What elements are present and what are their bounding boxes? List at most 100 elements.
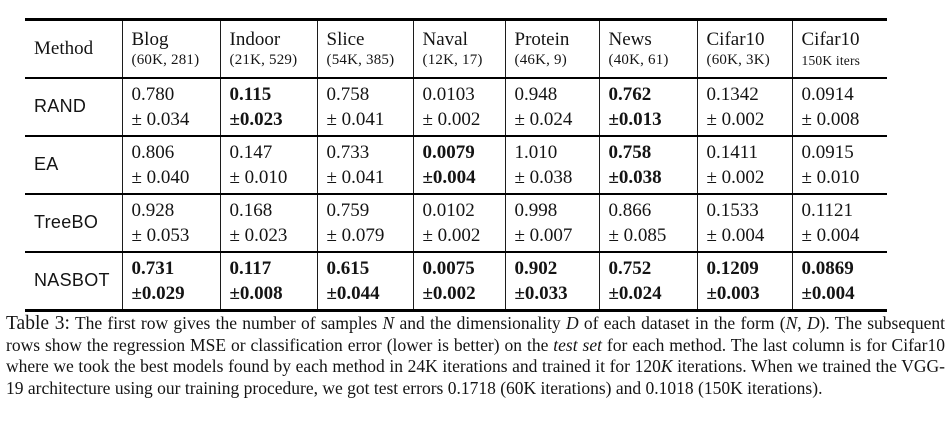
mse-value: 0.928: [131, 199, 175, 221]
std-value: ±0.013: [608, 108, 662, 130]
value-cell: 0.758 ± 0.041: [316, 77, 413, 136]
value-cell: 0.1411 ± 0.002: [696, 135, 792, 194]
caption-text: iterations. When we trained the VGG-19 a…: [6, 356, 945, 398]
std-value: ±0.004: [801, 282, 855, 304]
col-subtitle: (60K, 281): [131, 51, 200, 68]
value-cell: 0.0914 ± 0.008: [791, 77, 887, 136]
value-cell: 0.998 ± 0.007: [504, 193, 599, 252]
results-table: Method Blog (60K, 281) Indoor (21K, 529)…: [25, 18, 887, 312]
std-value: ±0.008: [229, 282, 283, 304]
value-cell: 0.1533 ± 0.004: [696, 193, 792, 252]
std-value: ±0.002: [422, 282, 476, 304]
table-row-treebo: TreeBO 0.928 ± 0.053 0.168 ± 0.023 0.759 ± …: [25, 193, 887, 252]
header-row: Method Blog (60K, 281) Indoor (21K, 529)…: [25, 19, 887, 78]
mse-value: 0.780: [131, 83, 175, 105]
value-cell: 0.168 ± 0.023: [219, 193, 317, 252]
mse-value: 0.168: [229, 199, 273, 221]
std-value: ± 0.004: [801, 224, 860, 246]
col-subtitle: (54K, 385): [326, 51, 395, 68]
value-cell: 0.759 ± 0.079: [316, 193, 413, 252]
table-row-rand: RAND 0.780 ± 0.034 0.115 ±0.023 0.758 ± 0.0…: [25, 77, 887, 136]
method-name: RAND: [34, 96, 87, 116]
value-cell: 0.0079 ±0.004: [412, 135, 505, 194]
method-name: EA: [34, 154, 59, 174]
caption-text: ). The subsequent rows show the regressi…: [6, 313, 946, 355]
mse-value: 0.758: [608, 141, 652, 163]
caption-text: for each method. The last column is for …: [6, 334, 945, 377]
std-value: ± 0.085: [608, 224, 667, 246]
col-title: Cifar10: [706, 28, 765, 50]
std-value: ± 0.023: [229, 224, 288, 246]
value-cell: 0.752 ±0.024: [598, 251, 697, 310]
std-value: ± 0.002: [706, 166, 765, 188]
mse-value: 0.998: [514, 199, 558, 221]
mse-value: 0.1209: [706, 257, 759, 279]
table-row-nasbot: NASBOT 0.731 ±0.029 0.117 ±0.008 0.615 ±0.0…: [25, 251, 887, 310]
std-value: ±0.038: [608, 166, 662, 188]
value-cell: 0.0102 ± 0.002: [412, 193, 505, 252]
table-row-ea: EA 0.806 ± 0.040 0.147 ± 0.010 0.733 ± 0.04…: [25, 135, 887, 194]
value-cell: 0.115 ±0.023: [219, 77, 317, 136]
value-cell: 0.780 ± 0.034: [121, 77, 220, 136]
value-cell: 0.1342 ± 0.002: [696, 77, 792, 136]
mse-value: 0.733: [326, 141, 370, 163]
std-value: ±0.003: [706, 282, 760, 304]
col-subtitle: (40K, 61): [608, 51, 669, 68]
std-value: ± 0.041: [326, 108, 385, 130]
std-value: ±0.029: [131, 282, 185, 304]
std-value: ± 0.007: [514, 224, 573, 246]
value-cell: 0.948 ± 0.024: [504, 77, 599, 136]
value-cell: 0.731 ±0.029: [121, 251, 220, 310]
mse-value: 0.948: [514, 83, 558, 105]
std-value: ± 0.004: [706, 224, 765, 246]
value-cell: 0.147 ± 0.010: [219, 135, 317, 194]
col-header-cifar10: Cifar10 (60K, 3K): [696, 19, 792, 78]
method-name: TreeBO: [34, 212, 99, 232]
caption-emphasis: test set: [553, 334, 602, 355]
mse-value: 1.010: [514, 141, 558, 163]
col-title: Cifar10: [801, 28, 860, 50]
mse-value: 0.0915: [801, 141, 854, 163]
mse-value: 0.762: [608, 83, 652, 105]
math-symbol-d: D: [565, 313, 579, 333]
col-title: Naval: [422, 28, 468, 50]
value-cell: 0.1121 ± 0.004: [791, 193, 887, 252]
value-cell: 0.758 ±0.038: [598, 135, 697, 194]
col-subtitle: (12K, 17): [422, 51, 483, 68]
math-symbol-n: N: [382, 313, 395, 333]
std-value: ±0.004: [422, 166, 476, 188]
mse-value: 0.759: [326, 199, 370, 221]
std-value: ±0.024: [608, 282, 662, 304]
caption-text: The first row gives the number of sample…: [69, 313, 383, 333]
std-value: ± 0.041: [326, 166, 385, 188]
col-header-blog: Blog (60K, 281): [121, 19, 220, 78]
value-cell: 0.902 ±0.033: [504, 251, 599, 310]
mse-value: 0.1411: [706, 141, 759, 163]
mse-value: 0.752: [608, 257, 652, 279]
mse-value: 0.0869: [801, 257, 854, 279]
col-header-cifar10-150k: Cifar10 150K iters: [791, 19, 887, 78]
math-symbol-n: N: [785, 313, 798, 333]
std-value: ±0.023: [229, 108, 283, 130]
value-cell: 0.733 ± 0.041: [316, 135, 413, 194]
value-cell: 0.117 ±0.008: [219, 251, 317, 310]
std-value: ± 0.053: [131, 224, 190, 246]
value-cell: 0.0869 ±0.004: [791, 251, 887, 310]
std-value: ± 0.038: [514, 166, 573, 188]
std-value: ± 0.040: [131, 166, 190, 188]
value-cell: 1.010 ± 0.038: [504, 135, 599, 194]
col-title: Protein: [514, 28, 570, 50]
col-header-news: News (40K, 61): [598, 19, 697, 78]
col-header-method: Method: [34, 37, 94, 59]
value-cell: 0.806 ± 0.040: [121, 135, 220, 194]
mse-value: 0.902: [514, 257, 558, 279]
math-symbol-k: K: [660, 356, 673, 377]
col-header-naval: Naval (12K, 17): [412, 19, 505, 78]
value-cell: 0.0075 ±0.002: [412, 251, 505, 310]
std-value: ± 0.034: [131, 108, 190, 130]
mse-value: 0.806: [131, 141, 175, 163]
caption-text: of each dataset in the form (: [578, 313, 786, 333]
value-cell: 0.1209 ±0.003: [696, 251, 792, 310]
mse-value: 0.1533: [706, 199, 759, 221]
